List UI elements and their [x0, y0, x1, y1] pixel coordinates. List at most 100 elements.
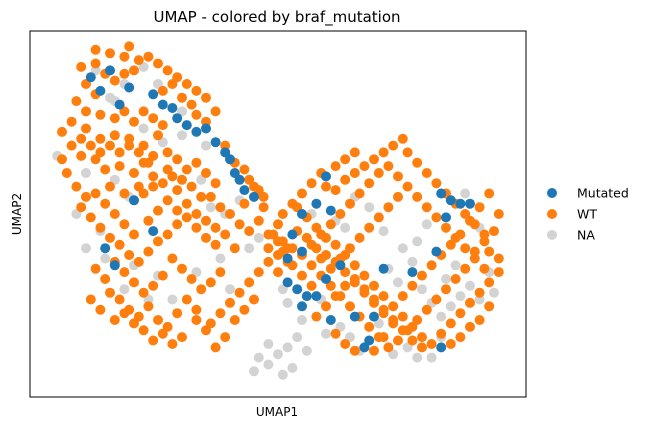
point-wt-240 [345, 301, 355, 312]
point-wt-224 [397, 311, 408, 322]
point-wt-78 [191, 222, 202, 233]
point-mutated-34 [311, 291, 322, 302]
point-mutated-48 [445, 195, 456, 206]
point-wt-259 [431, 178, 442, 189]
point-mutated-31 [292, 284, 303, 295]
point-wt-127 [201, 325, 211, 336]
point-wt-149 [143, 157, 154, 168]
point-wt-62 [81, 191, 91, 202]
point-wt-107 [177, 332, 187, 343]
point-na-8 [100, 253, 111, 264]
point-mutated-38 [349, 311, 360, 322]
point-wt-317 [493, 209, 504, 219]
point-wt-161 [191, 109, 202, 120]
legend-marker-na [547, 230, 557, 240]
point-wt-3 [109, 75, 120, 86]
point-wt-293 [273, 267, 283, 278]
point-wt-291 [369, 345, 379, 356]
point-wt-154 [95, 147, 106, 158]
legend: Mutated WT NA [547, 186, 629, 243]
point-wt-210 [441, 222, 451, 233]
point-wt-148 [162, 164, 173, 175]
point-wt-143 [210, 222, 221, 233]
point-wt-204 [383, 161, 394, 172]
point-wt-13 [109, 113, 120, 124]
point-wt-52 [239, 198, 250, 209]
point-wt-140 [181, 198, 192, 209]
point-wt-104 [172, 308, 183, 319]
point-wt-152 [114, 147, 125, 158]
point-wt-79 [201, 232, 211, 243]
point-wt-57 [148, 171, 159, 182]
point-wt-266 [364, 222, 375, 233]
scatter-points [52, 41, 504, 380]
point-na-18 [205, 202, 216, 213]
point-wt-39 [201, 168, 211, 178]
point-wt-249 [431, 294, 442, 305]
point-mutated-30 [282, 277, 293, 288]
point-wt-292 [378, 332, 389, 343]
point-wt-169 [153, 58, 163, 69]
point-wt-15 [129, 116, 139, 127]
point-wt-302 [349, 277, 360, 288]
point-mutated-49 [465, 198, 475, 209]
point-mutated-21 [100, 243, 111, 254]
point-mutated-46 [455, 198, 466, 209]
point-wt-250 [441, 284, 451, 295]
point-na-40 [263, 359, 274, 370]
point-wt-54 [186, 181, 197, 192]
point-wt-16 [138, 106, 149, 117]
point-na-51 [364, 202, 375, 213]
point-wt-60 [105, 181, 115, 192]
point-wt-35 [162, 147, 173, 158]
point-wt-72 [133, 256, 144, 267]
point-wt-89 [157, 270, 168, 281]
point-wt-308 [407, 280, 418, 291]
point-wt-231 [330, 239, 341, 250]
legend-label-na: NA [577, 228, 595, 243]
point-wt-135 [100, 198, 111, 209]
point-wt-172 [90, 44, 101, 55]
point-wt-133 [119, 219, 130, 230]
point-mutated-41 [359, 342, 370, 353]
point-wt-217 [465, 297, 475, 308]
point-wt-95 [100, 274, 111, 284]
point-na-37 [292, 332, 303, 343]
point-wt-139 [172, 205, 183, 216]
point-wt-126 [210, 342, 221, 353]
point-wt-205 [393, 171, 403, 182]
point-wt-251 [450, 274, 461, 284]
point-wt-128 [191, 315, 202, 325]
point-wt-168 [162, 65, 173, 76]
point-wt-207 [412, 191, 423, 202]
point-wt-98 [114, 294, 125, 305]
point-wt-221 [426, 339, 437, 349]
point-na-54 [407, 256, 418, 267]
point-wt-307 [397, 291, 408, 302]
point-wt-176 [340, 174, 351, 185]
point-na-35 [273, 349, 283, 360]
point-mutated-32 [301, 291, 312, 302]
point-wt-73 [143, 246, 154, 257]
point-wt-178 [359, 161, 370, 172]
point-wt-316 [484, 188, 495, 199]
point-wt-18 [157, 120, 168, 131]
point-wt-229 [349, 260, 360, 271]
point-wt-32 [129, 168, 139, 178]
point-wt-114 [109, 315, 120, 325]
point-wt-10 [71, 96, 82, 107]
point-wt-12 [95, 109, 106, 120]
point-wt-220 [436, 328, 447, 339]
point-wt-252 [460, 263, 471, 274]
point-wt-147 [177, 174, 187, 185]
point-mutated-26 [297, 209, 307, 219]
point-wt-193 [277, 236, 288, 247]
point-wt-315 [474, 202, 485, 213]
point-wt-63 [71, 181, 82, 192]
point-wt-184 [340, 154, 351, 165]
point-wt-295 [263, 243, 274, 254]
point-wt-123 [263, 256, 274, 267]
point-na-57 [436, 311, 447, 322]
point-wt-115 [95, 304, 106, 315]
point-wt-136 [143, 215, 154, 226]
